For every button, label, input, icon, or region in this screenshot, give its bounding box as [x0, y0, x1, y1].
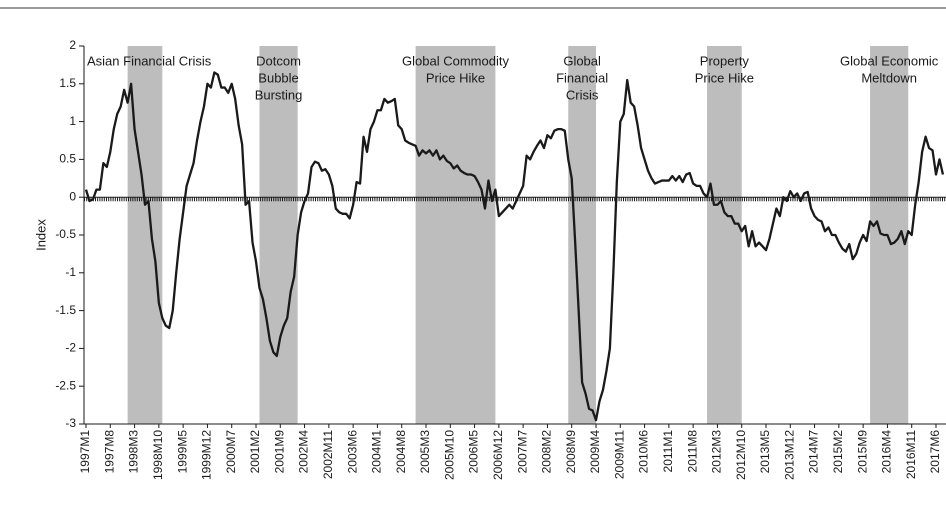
region-label: Price Hike [426, 70, 485, 85]
x-tick-label: 2009M4 [588, 430, 602, 474]
x-tick-label: 2004M8 [394, 430, 408, 474]
x-tick-label: 2009M11 [612, 430, 626, 479]
region-label: Meltdown [861, 70, 917, 85]
x-tick-label: 2015M2 [831, 430, 845, 474]
x-tick-label: 2000M7 [224, 430, 238, 474]
x-tick-label: 2011M1 [661, 430, 675, 473]
shaded-region [259, 46, 298, 424]
x-tick-label: 2002M11 [321, 430, 335, 479]
x-tick-label: 1997M8 [102, 430, 116, 474]
region-label: Global Economic [840, 53, 939, 68]
region-label: Bubble [258, 70, 298, 85]
shaded-region [707, 46, 742, 424]
y-tick-label: -0.5 [55, 227, 76, 241]
y-tick-label: -1 [65, 265, 76, 279]
x-tick-label: 2002M4 [297, 430, 311, 474]
y-tick-label: 0.5 [59, 152, 76, 166]
x-tick-label: 1998M3 [127, 430, 141, 474]
y-tick-label: 1.5 [59, 76, 76, 90]
shaded-regions [127, 46, 909, 424]
x-tick-label: 2007M7 [515, 430, 529, 474]
y-tick-label: -2.5 [55, 378, 76, 392]
x-tick-label: 2017M6 [928, 430, 942, 474]
x-tick-label: 2012M10 [734, 430, 748, 480]
x-tick-label: 2016M11 [904, 430, 918, 479]
region-label: Global [563, 53, 601, 68]
x-tick-label: 1998M10 [151, 430, 165, 480]
region-label: Financial [556, 70, 608, 85]
x-tick-label: 2008M2 [540, 430, 554, 474]
x-tick-label: 2001M2 [248, 430, 262, 474]
y-tick-label: 2 [69, 38, 76, 52]
shaded-region [415, 46, 496, 424]
y-tick-label: 1 [69, 114, 76, 128]
x-tick-label: 1999M12 [200, 430, 214, 480]
region-label: Crisis [566, 87, 599, 102]
y-axis-label: Index [33, 219, 48, 251]
region-label: Asian Financial Crisis [87, 53, 212, 68]
x-tick-label: 1997M1 [78, 430, 92, 474]
x-tick-label: 2014M7 [807, 430, 821, 474]
x-tick-label: 2010M6 [637, 430, 651, 474]
x-tick-label: 1999M5 [175, 430, 189, 474]
y-tick-label: -3 [65, 416, 76, 430]
x-tick-label: 2006M12 [491, 430, 505, 480]
y-tick-label: -2 [65, 341, 76, 355]
y-tick-label: 0 [69, 189, 76, 203]
x-tick-label: 2011M8 [685, 430, 699, 473]
x-tick-label: 2005M10 [442, 430, 456, 480]
x-tick-label: 2016M4 [880, 430, 894, 474]
x-tick-label: 2008M9 [564, 430, 578, 474]
region-label: Global Commodity [402, 53, 509, 68]
x-tick-label: 2013M12 [782, 430, 796, 480]
x-tick-label: 2012M3 [710, 430, 724, 474]
region-label: Bursting [255, 87, 303, 102]
x-tick-label: 2015M9 [855, 430, 869, 474]
y-tick-label: -1.5 [55, 303, 76, 317]
x-tick-label: 2006M5 [467, 430, 481, 474]
data-line [84, 71, 945, 422]
x-tick-label: 2005M3 [418, 430, 432, 474]
x-tick-label: 2003M6 [345, 430, 359, 474]
region-label: Dotcom [256, 53, 301, 68]
x-tick-label: 2013M5 [758, 430, 772, 474]
x-tick-label: 2004M1 [370, 430, 384, 474]
region-label: Price Hike [695, 70, 754, 85]
x-tick-label: 2001M9 [272, 430, 286, 474]
region-label: Property [700, 53, 750, 68]
